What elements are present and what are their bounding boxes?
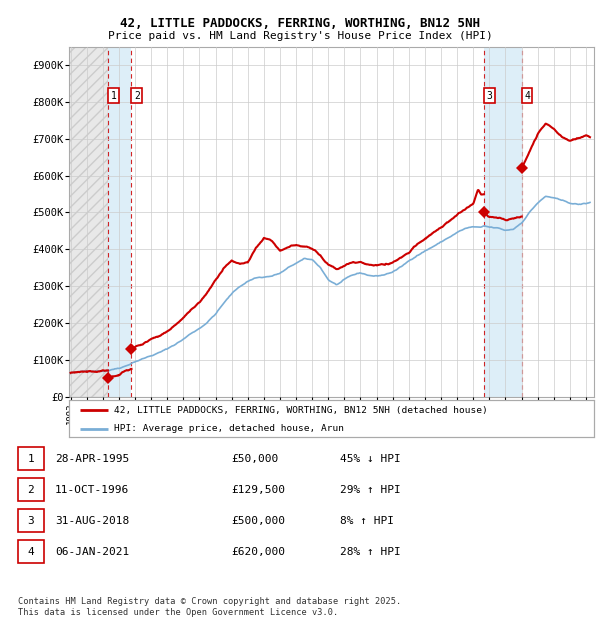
Text: £129,500: £129,500 <box>231 485 285 495</box>
Text: 42, LITTLE PADDOCKS, FERRING, WORTHING, BN12 5NH: 42, LITTLE PADDOCKS, FERRING, WORTHING, … <box>120 17 480 30</box>
FancyBboxPatch shape <box>18 509 44 533</box>
Text: 2: 2 <box>134 91 140 100</box>
Text: 2: 2 <box>28 485 34 495</box>
Text: 42, LITTLE PADDOCKS, FERRING, WORTHING, BN12 5NH (detached house): 42, LITTLE PADDOCKS, FERRING, WORTHING, … <box>113 406 487 415</box>
Text: 8% ↑ HPI: 8% ↑ HPI <box>340 516 394 526</box>
Text: £50,000: £50,000 <box>231 454 278 464</box>
Text: Price paid vs. HM Land Registry's House Price Index (HPI): Price paid vs. HM Land Registry's House … <box>107 31 493 41</box>
Text: HPI: Average price, detached house, Arun: HPI: Average price, detached house, Arun <box>113 425 344 433</box>
Bar <box>69 46 108 397</box>
Text: £500,000: £500,000 <box>231 516 285 526</box>
FancyBboxPatch shape <box>18 478 44 502</box>
Text: 4: 4 <box>28 547 34 557</box>
FancyBboxPatch shape <box>18 447 44 471</box>
Bar <box>69 46 108 397</box>
Text: 4: 4 <box>524 91 530 100</box>
Text: 3: 3 <box>28 516 34 526</box>
Text: Contains HM Land Registry data © Crown copyright and database right 2025.
This d: Contains HM Land Registry data © Crown c… <box>18 598 401 617</box>
Text: 28% ↑ HPI: 28% ↑ HPI <box>340 547 401 557</box>
Text: £620,000: £620,000 <box>231 547 285 557</box>
Text: 11-OCT-1996: 11-OCT-1996 <box>55 485 130 495</box>
Text: 1: 1 <box>28 454 34 464</box>
Text: 3: 3 <box>486 91 492 100</box>
Text: 28-APR-1995: 28-APR-1995 <box>55 454 130 464</box>
Text: 06-JAN-2021: 06-JAN-2021 <box>55 547 130 557</box>
FancyBboxPatch shape <box>18 540 44 564</box>
Text: 31-AUG-2018: 31-AUG-2018 <box>55 516 130 526</box>
Bar <box>484 46 521 397</box>
Text: 29% ↑ HPI: 29% ↑ HPI <box>340 485 401 495</box>
Bar <box>108 46 131 397</box>
Text: 45% ↓ HPI: 45% ↓ HPI <box>340 454 401 464</box>
Text: 1: 1 <box>110 91 116 100</box>
